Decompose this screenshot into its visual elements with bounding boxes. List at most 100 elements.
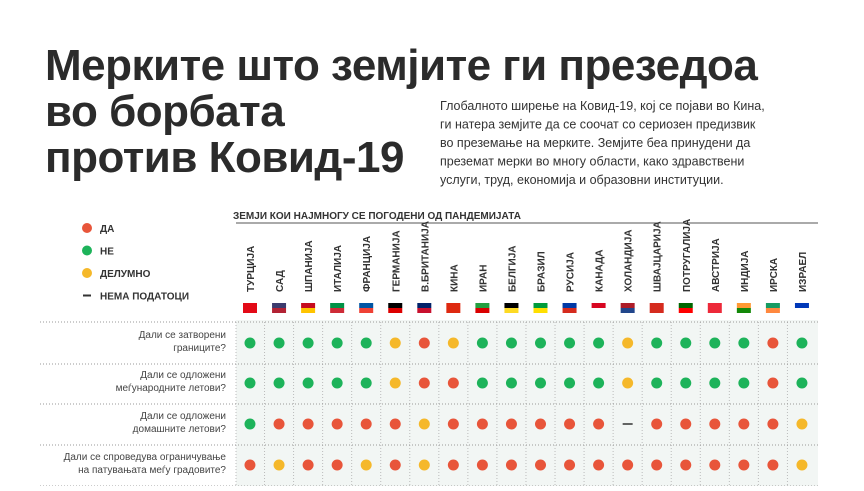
status-dot [680, 337, 692, 349]
status-dot [476, 337, 488, 349]
country-label: ИНДИЈА [740, 250, 751, 292]
status-dot [505, 459, 517, 471]
status-dot [505, 377, 517, 389]
country-label: ХОЛАНДИЈА [624, 230, 635, 293]
status-dot [564, 418, 576, 430]
flag [504, 303, 519, 308]
status-dot [738, 337, 750, 349]
status-dot [389, 418, 401, 430]
flag [359, 303, 374, 308]
status-dot [447, 377, 459, 389]
flag [330, 303, 345, 308]
status-dot [651, 377, 663, 389]
status-dot [593, 377, 605, 389]
flag [359, 308, 374, 313]
question: границите? [173, 343, 226, 354]
status-dot [564, 377, 576, 389]
flag [243, 308, 257, 313]
status-dot [767, 377, 779, 389]
country-label: ФРАНЦИЈА [362, 236, 373, 292]
status-dot [767, 459, 779, 471]
status-dot [564, 459, 576, 471]
flag [301, 303, 316, 308]
country-label: ШВАЈЦАРИЈА [653, 221, 664, 292]
status-dot [651, 337, 663, 349]
status-dot [593, 337, 605, 349]
country-label: ТУРЦИЈА [246, 246, 257, 292]
flag [649, 308, 664, 313]
legend-label: ДЕЛУМНО [100, 269, 151, 280]
flag [707, 303, 722, 308]
legend-dot [82, 268, 92, 278]
flag [475, 308, 490, 313]
flag [591, 308, 606, 313]
status-dot [360, 337, 372, 349]
flag [678, 308, 693, 313]
status-dot [447, 459, 459, 471]
status-dot [535, 418, 546, 430]
status-dot [476, 459, 488, 471]
flag [794, 308, 809, 313]
flag [533, 308, 548, 313]
status-dot [796, 337, 808, 349]
status-dot [389, 377, 401, 389]
flag [446, 308, 461, 313]
status-dot [331, 377, 343, 389]
flag [591, 303, 606, 308]
country-label: КАНАДА [595, 250, 606, 293]
country-label: РУСИЈА [566, 252, 577, 292]
status-dot [273, 337, 285, 349]
status-dot [767, 337, 779, 349]
legend-label: ДА [100, 224, 114, 235]
status-dot [709, 337, 721, 349]
country-label: ИЗРАЕЛ [798, 252, 809, 292]
status-dot [418, 377, 430, 389]
question: Дали се одложени [140, 411, 226, 422]
status-dot [709, 459, 721, 471]
status-dot [476, 418, 488, 430]
status-dot [331, 418, 343, 430]
status-dot [680, 377, 692, 389]
status-dot [535, 377, 546, 389]
flag [272, 308, 287, 313]
flag [533, 303, 548, 308]
description-line: во преземање на мерките. Земјите беа при… [440, 136, 750, 150]
status-dot [331, 459, 343, 471]
status-dot [447, 337, 459, 349]
status-dot [302, 337, 314, 349]
country-label: ИТАЛИЈА [333, 245, 344, 292]
status-dot [389, 459, 401, 471]
status-dot [273, 459, 285, 471]
status-dot [360, 418, 372, 430]
status-dot [505, 418, 517, 430]
status-dot [709, 418, 721, 430]
country-label: ПОТРУГАЛИЈА [682, 219, 693, 292]
status-dot [680, 418, 692, 430]
status-dot [418, 337, 430, 349]
flag [504, 308, 519, 313]
status-dot [418, 418, 430, 430]
status-dot [302, 377, 314, 389]
flag [620, 308, 635, 313]
flag [301, 308, 316, 313]
flag [388, 308, 403, 313]
country-label: ШПАНИЈА [304, 240, 315, 292]
description-line: услуги, труд, економија и образовни инст… [440, 173, 724, 187]
title-line: во борбата [45, 87, 285, 136]
status-dot [622, 337, 634, 349]
title-line: Мерките што земјите ги презедоа [45, 41, 758, 90]
status-dot [302, 459, 314, 471]
question: Дали се одложени [140, 370, 226, 381]
country-label: САД [275, 270, 286, 292]
country-label: БЕЛГИЈА [507, 245, 518, 292]
country-label: ИРАН [478, 265, 489, 292]
flag [765, 308, 780, 313]
country-label: В.БРИТАНИЈА [420, 221, 431, 292]
legend-dot [82, 223, 92, 233]
status-dot [767, 418, 779, 430]
status-dot [796, 418, 808, 430]
status-dot [360, 377, 372, 389]
legend-dot [82, 245, 92, 256]
status-dot [273, 418, 285, 430]
flag [678, 303, 693, 308]
